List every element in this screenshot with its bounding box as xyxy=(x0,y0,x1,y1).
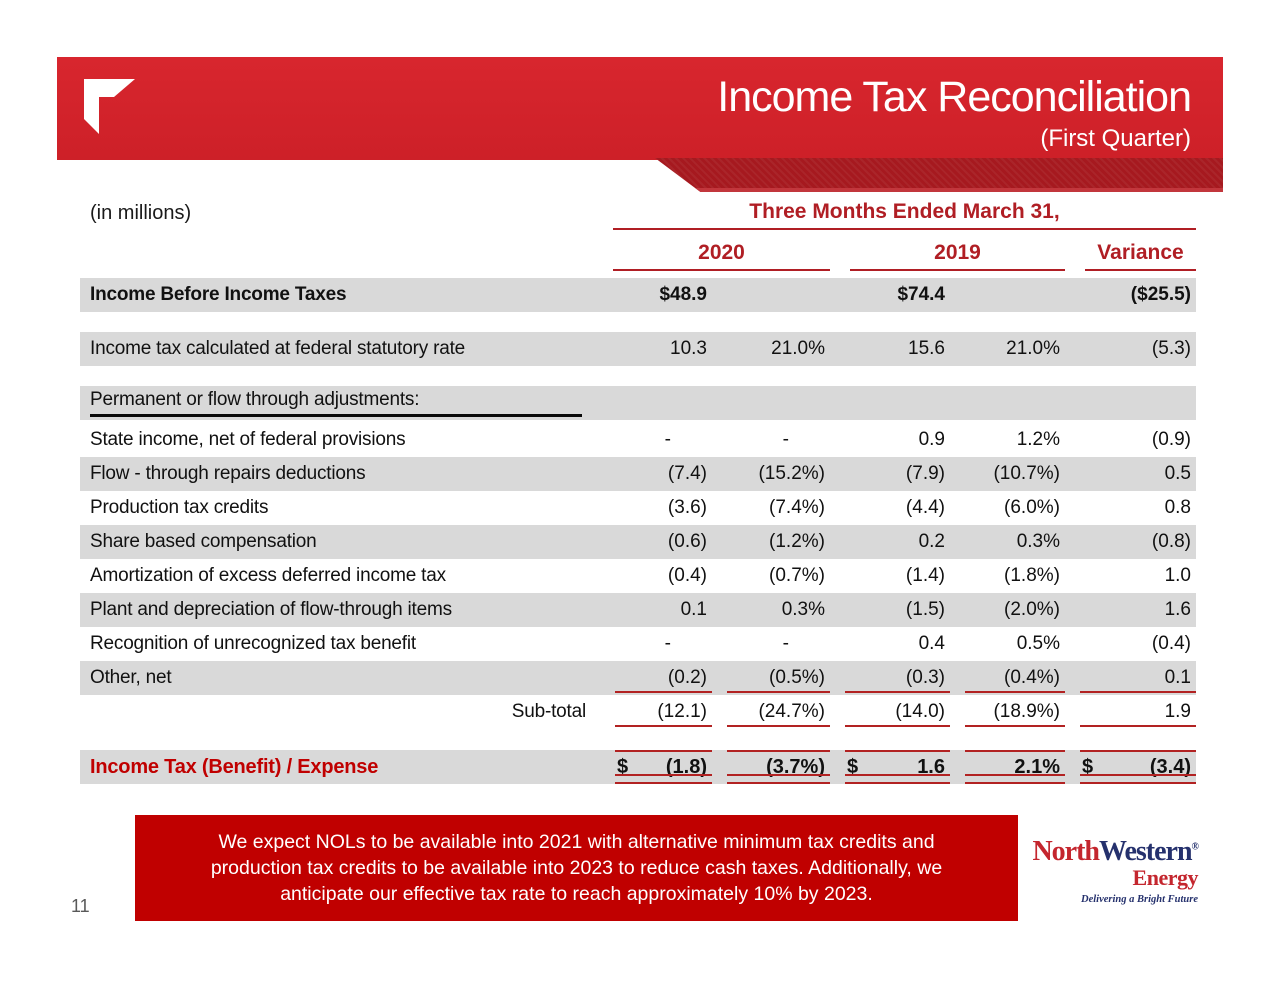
column-header-variance: Variance xyxy=(1065,241,1196,271)
table-row-plant-depreciation: Plant and depreciation of flow-through i… xyxy=(80,593,1196,627)
table-row-flow-through-repairs: Flow - through repairs deductions (7.4) … xyxy=(80,457,1196,491)
column-header-2020: 2020 xyxy=(600,241,830,271)
page-number: 11 xyxy=(71,896,90,916)
table-row-permanent-adjustments-header: Permanent or flow through adjustments: xyxy=(80,386,1196,420)
table-row-sub-total: Sub-total (12.1) (24.7%) (14.0) (18.9%) … xyxy=(80,695,1196,729)
corner-flag-icon xyxy=(84,79,135,134)
income-tax-table: (in millions) Three Months Ended March 3… xyxy=(80,196,1196,784)
table-row-income-tax-benefit-expense: Income Tax (Benefit) / Expense $ (1.8) (3… xyxy=(80,750,1196,784)
table-row-unrecognized-tax-benefit: Recognition of unrecognized tax benefit … xyxy=(90,633,1191,654)
note-line: anticipate our effective tax rate to rea… xyxy=(280,883,873,905)
banner-ribbon xyxy=(655,158,1223,192)
note-line: production tax credits to be available i… xyxy=(210,857,943,879)
northwestern-energy-logo: NorthWestern® Energy Delivering a Bright… xyxy=(1028,836,1200,906)
table-group-header-row: (in millions) Three Months Ended March 3… xyxy=(80,196,1196,230)
note-line: We expect NOLs to be available into 2021… xyxy=(218,831,935,853)
logo-energy: Energy xyxy=(1132,865,1199,890)
table-row-amortization-deferred-tax: Amortization of excess deferred income t… xyxy=(90,565,1191,586)
table-row-state-income: State income, net of federal provisions … xyxy=(90,429,1191,450)
table-row-income-before-taxes: Income Before Income Taxes $48.9 $74.4 (… xyxy=(80,278,1196,312)
registered-trademark-icon: ® xyxy=(1191,841,1200,853)
group-header: Three Months Ended March 31, xyxy=(600,200,1196,230)
table-row-other-net: Other, net (0.2) (0.5%) (0.3) (0.4%) 0.1 xyxy=(80,661,1196,695)
logo-wordmark: NorthWestern® xyxy=(1032,836,1200,867)
table-column-header-row: 2020 2019 Variance xyxy=(80,230,1196,271)
slide-title: Income Tax Reconciliation xyxy=(717,73,1192,121)
table-row-federal-statutory-rate: Income tax calculated at federal statuto… xyxy=(80,332,1196,366)
title-banner: Income Tax Reconciliation (First Quarter… xyxy=(57,57,1223,160)
slide-subtitle: (First Quarter) xyxy=(1040,125,1191,152)
table-row-share-based-compensation: Share based compensation (0.6) (1.2%) 0.… xyxy=(80,525,1196,559)
table-row-production-tax-credits: Production tax credits (3.6) (7.4%) (4.4… xyxy=(90,497,1191,518)
outlook-note-box: We expect NOLs to be available into 2021… xyxy=(135,815,1018,921)
logo-tagline: Delivering a Bright Future xyxy=(1081,894,1198,905)
units-label: (in millions) xyxy=(90,202,192,224)
column-header-2019: 2019 xyxy=(830,241,1065,271)
